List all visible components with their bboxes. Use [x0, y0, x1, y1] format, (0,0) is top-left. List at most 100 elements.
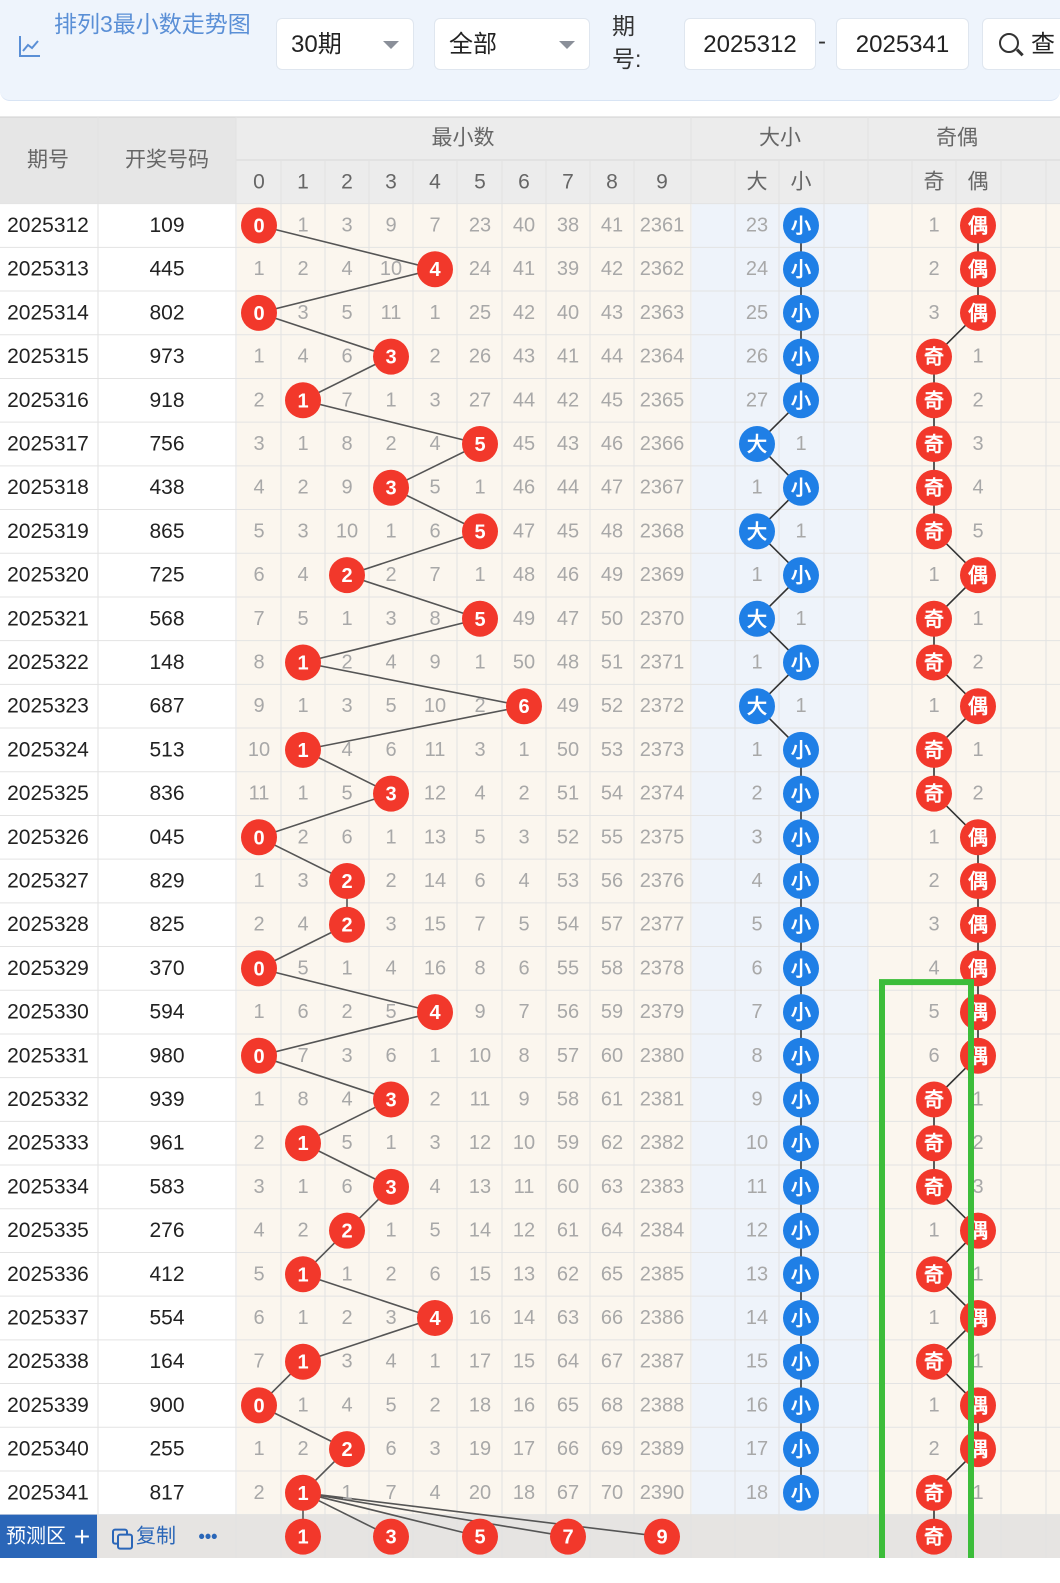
- size-hit-ball: 小: [783, 294, 819, 331]
- size-hit-ball-label: 小: [791, 346, 811, 369]
- table-row: 2025332 939 1 8 4 2 11 9 58 61 2381 9 1: [7, 1088, 983, 1111]
- cell-draw: 939: [149, 1088, 184, 1111]
- cell-miss-count: 65: [601, 1263, 623, 1285]
- table-row: 2025320 725 6 4 2 7 1 48 46 49 2369 1 1: [7, 564, 939, 587]
- cell-miss-count: 9: [474, 1001, 485, 1023]
- cell-issue: 2025338: [7, 1350, 89, 1373]
- cell-size-miss: 18: [746, 1482, 768, 1504]
- size-hit-ball-circle: [783, 906, 819, 943]
- cell-miss-count: 2: [297, 1220, 308, 1242]
- cell-miss-count: 2384: [640, 1220, 685, 1242]
- cell-miss-count: 4: [474, 783, 485, 805]
- cell-miss-count: 26: [469, 346, 491, 368]
- size-hit-ball-circle: [783, 557, 819, 594]
- table-row: 2025324 513 10 4 6 11 3 1 50 53 2373 1 1: [7, 738, 983, 761]
- cell-miss-count: 3: [429, 389, 440, 411]
- cell-size-miss: 1: [751, 564, 762, 586]
- issue-separator: -: [818, 28, 826, 55]
- cell-miss-count: 45: [601, 389, 623, 411]
- predict-pick-ball[interactable]: 7: [550, 1518, 586, 1555]
- cell-miss-count: 49: [601, 564, 623, 586]
- cell-issue: 2025320: [7, 564, 89, 587]
- copy-button[interactable]: 复制: [112, 1525, 176, 1550]
- cell-miss-count: 5: [385, 1001, 396, 1023]
- size-hit-ball-label: 小: [791, 1220, 811, 1243]
- cell-size-miss: 16: [746, 1394, 768, 1416]
- parity-hit-ball-circle: [916, 382, 952, 419]
- table-row: 2025319 865 5 3 10 1 6 47 45 48 2368 1 5: [7, 520, 983, 543]
- parity-hit-ball: 奇: [916, 1168, 952, 1205]
- cell-miss-count: 7: [429, 215, 440, 237]
- cell-miss-count: 63: [601, 1176, 623, 1198]
- cell-size-miss: 4: [751, 870, 762, 892]
- cell-miss-count: 54: [601, 783, 623, 805]
- cell-miss-count: 2: [385, 1263, 396, 1285]
- cell-parity-miss: 2: [928, 258, 939, 280]
- more-menu-icon[interactable]: •••: [199, 1527, 218, 1547]
- cell-parity-miss: 1: [972, 1089, 983, 1111]
- cell-issue: 2025313: [7, 258, 89, 281]
- issue-to-input[interactable]: 2025341: [836, 18, 969, 70]
- cell-miss-count: 9: [253, 695, 264, 717]
- scope-select[interactable]: 全部: [434, 18, 590, 70]
- cell-miss-count: 4: [297, 914, 308, 936]
- cell-miss-count: 5: [385, 695, 396, 717]
- cell-miss-count: 1: [474, 477, 485, 499]
- min-hit-ball: 5: [462, 600, 498, 637]
- min-hit-ball: 4: [417, 251, 453, 288]
- cell-miss-count: 13: [469, 1176, 491, 1198]
- parity-hit-ball: 奇: [916, 644, 952, 681]
- query-button-label: 查: [1031, 31, 1055, 58]
- min-hit-ball-label: 0: [253, 216, 264, 238]
- cell-parity-miss: 1: [928, 826, 939, 848]
- period-select[interactable]: 30期: [276, 18, 414, 70]
- table-row: 2025317 756 3 1 8 2 4 45 43 46 2366 1 3: [7, 433, 983, 456]
- min-hit-ball-circle: [241, 1037, 277, 1074]
- cell-parity-miss: 2: [972, 1132, 983, 1154]
- cell-miss-count: 58: [601, 957, 623, 979]
- query-button[interactable]: 查: [982, 18, 1060, 70]
- cell-miss-count: 23: [469, 215, 491, 237]
- cell-miss-count: 53: [557, 870, 579, 892]
- predict-pick-ball[interactable]: 9: [644, 1518, 680, 1555]
- predict-pick-ball[interactable]: 1: [285, 1518, 321, 1555]
- issue-from-input[interactable]: 2025312: [684, 18, 816, 70]
- cell-miss-count: 44: [513, 389, 535, 411]
- cell-miss-count: 3: [253, 433, 264, 455]
- cell-miss-count: 7: [253, 1351, 264, 1373]
- cell-miss-count: 47: [513, 520, 535, 542]
- cell-miss-count: 41: [601, 215, 623, 237]
- min-hit-ball-circle: [241, 207, 277, 244]
- parity-hit-ball: 偶: [960, 950, 996, 987]
- cell-miss-count: 1: [253, 258, 264, 280]
- size-hit-ball: 小: [783, 644, 819, 681]
- predict-parity-ball[interactable]: 奇: [916, 1518, 952, 1555]
- cell-miss-count: 4: [297, 346, 308, 368]
- cell-miss-count: 2367: [640, 477, 685, 499]
- table-row: 2025330 594 1 6 2 5 9 7 56 59 2379 7 5: [7, 1001, 939, 1024]
- predict-zone-button[interactable]: 预测区 +: [0, 1514, 97, 1559]
- min-hit-ball: 4: [417, 994, 453, 1031]
- predict-pick-ball[interactable]: 3: [373, 1518, 409, 1555]
- filter-bar: 排列3最小数走势图 30期 全部 期号: 2025312 - 2025341 查: [0, 0, 1060, 101]
- size-hit-ball-circle: [783, 207, 819, 244]
- cell-issue: 2025316: [7, 389, 89, 412]
- cell-issue: 2025325: [7, 782, 89, 805]
- table-row: 2025337 554 6 1 2 3 16 14 63 66 2386 14 1: [7, 1307, 939, 1330]
- cell-parity-miss: 3: [928, 302, 939, 324]
- predict-pick-ball[interactable]: 5: [462, 1518, 498, 1555]
- cell-miss-count: 67: [557, 1482, 579, 1504]
- size-hit-ball-circle: [783, 731, 819, 768]
- min-hit-ball: 0: [241, 294, 277, 331]
- min-hit-ball-label: 2: [341, 1221, 352, 1243]
- size-hit-ball-label: 小: [791, 258, 811, 281]
- search-icon: [999, 33, 1019, 53]
- cell-miss-count: 4: [253, 477, 264, 499]
- min-hit-ball-label: 1: [297, 390, 308, 412]
- parity-hit-ball-label: 奇: [924, 607, 944, 631]
- cell-miss-count: 46: [557, 564, 579, 586]
- cell-issue: 2025321: [7, 607, 89, 630]
- cell-miss-count: 4: [385, 957, 396, 979]
- cell-parity-miss: 3: [928, 914, 939, 936]
- parity-hit-ball-circle: [916, 1474, 952, 1511]
